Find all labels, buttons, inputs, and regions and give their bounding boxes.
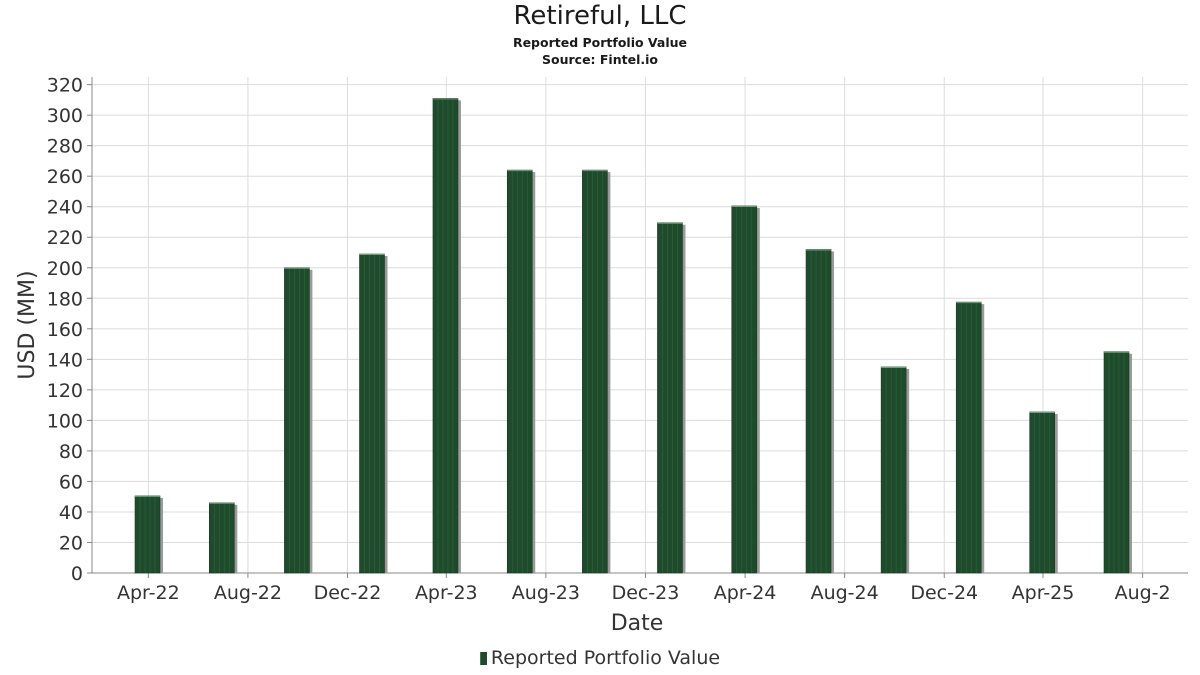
y-tick-label: 220 [47,227,83,249]
y-tick-label: 120 [47,380,83,402]
chart-source: Source: Fintel.io [542,52,658,67]
x-tick-label: Aug-22 [214,582,282,604]
y-tick-label: 300 [47,105,83,127]
bar [359,253,385,574]
chart-subtitle: Reported Portfolio Value [512,35,688,50]
y-tick-label: 60 [59,471,83,493]
x-tick-label: Apr-24 [714,582,777,604]
bar [284,267,310,574]
bar [731,205,758,574]
y-tick-label: 260 [47,166,83,188]
y-tick-label: 280 [47,136,83,158]
legend-label: Reported Portfolio Value [490,647,721,669]
bar [955,301,982,574]
bar [208,502,235,574]
bar [1029,411,1056,574]
bar [657,222,683,574]
x-tick-label: Aug-24 [811,582,879,604]
bar [432,98,459,574]
y-tick-label: 20 [59,532,83,554]
x-tick-label: Apr-23 [415,582,478,604]
y-tick-label: 0 [71,563,83,585]
x-tick-label: Dec-23 [612,582,680,604]
y-tick-label: 240 [47,197,83,219]
y-tick-label: 180 [47,288,83,310]
bar [506,169,533,574]
bar [1103,351,1130,574]
x-tick-label: Apr-22 [117,582,180,604]
plot-area [92,77,1188,573]
y-tick-label: 160 [47,319,83,341]
x-tick-label: Aug-23 [512,582,580,604]
x-tick-label: Aug-2 [1115,582,1171,604]
x-tick-label: Dec-22 [314,582,382,604]
y-tick-label: 40 [59,502,83,524]
bar [880,366,907,574]
y-tick-label: 320 [47,75,83,97]
bar [805,249,832,574]
x-tick-label: Dec-24 [910,582,978,604]
chart-title: Retireful, LLC [513,1,687,31]
y-axis-title: USD (MM) [15,270,40,379]
legend: Reported Portfolio Value [0,647,1200,669]
x-axis-title: Date [611,611,664,636]
bar [582,169,608,574]
y-tick-label: 200 [47,258,83,280]
y-tick-label: 80 [59,441,83,463]
bar-chart: 0 20 40 60 80 100 120 140 160 180 200 220 240 260 280 3… [15,75,1188,636]
y-tick-label: 100 [47,410,83,432]
x-tick-label: Apr-25 [1012,582,1075,604]
y-tick-label: 140 [47,349,83,371]
legend-swatch [479,652,487,665]
bar [134,495,161,574]
